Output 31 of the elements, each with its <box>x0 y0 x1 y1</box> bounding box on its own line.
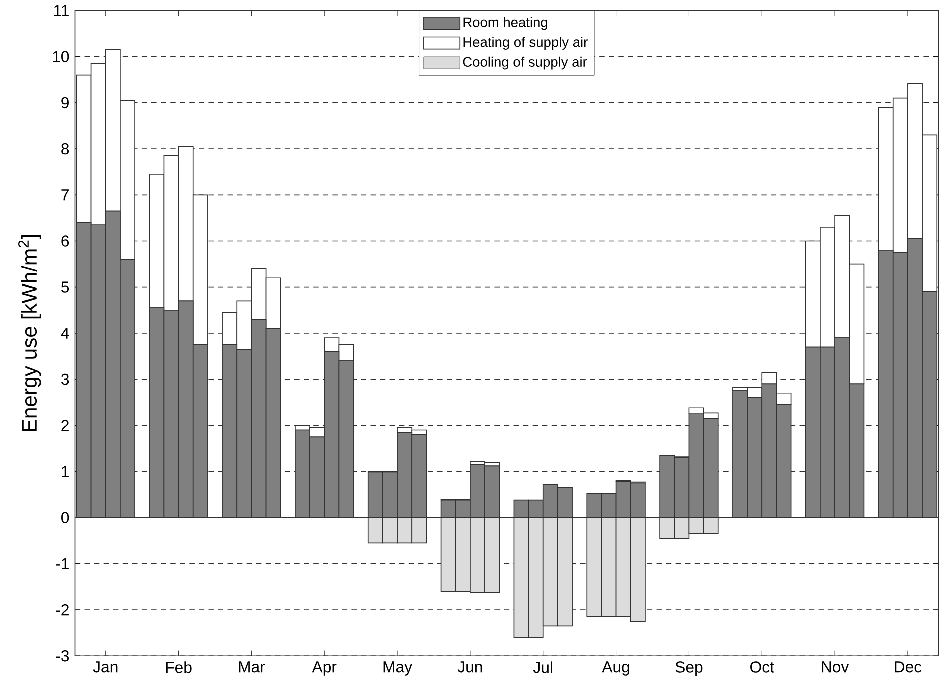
y-tick-label: 8 <box>62 143 70 155</box>
y-tick-label: -3 <box>56 650 70 662</box>
y-tick-label: 2 <box>62 420 69 432</box>
x-tick-label: Apr <box>312 661 337 676</box>
x-tick-label: Jun <box>458 661 482 673</box>
y-tick-label: 9 <box>62 97 69 108</box>
x-tick-label: Oct <box>750 661 774 673</box>
x-tick-label: Jan <box>93 661 118 673</box>
x-tick-label: Sep <box>676 661 703 676</box>
x-tick-label: Nov <box>822 661 850 673</box>
y-tick-label: 6 <box>62 235 70 247</box>
y-tick-label: 10 <box>53 51 70 62</box>
legend-label: Room heating <box>464 17 548 30</box>
y-tick-label: 1 <box>62 466 69 478</box>
y-tick-label: 7 <box>62 190 69 200</box>
x-tick-label: Jul <box>533 661 552 674</box>
y-tick-label: -2 <box>56 604 69 616</box>
legend-label: Cooling of supply air <box>463 56 588 70</box>
y-tick-label: -1 <box>56 558 69 570</box>
x-tick-label: May <box>384 661 413 676</box>
x-tick-label: Mar <box>239 661 266 673</box>
y-tick-label: 5 <box>62 282 70 293</box>
y-axis-title: Energy use [kWh/m$^{2}$] <box>18 235 42 432</box>
x-tick-label: Feb <box>166 661 192 674</box>
x-tick-label: Dec <box>895 661 922 673</box>
y-tick-label: 4 <box>61 328 70 339</box>
x-tick-label: Aug <box>602 661 630 676</box>
y-tick-label: 0 <box>62 512 70 524</box>
y-tick-label: 3 <box>62 374 70 386</box>
legend-label: Heating of supply air <box>464 36 588 50</box>
y-tick-label: 11 <box>54 5 69 16</box>
